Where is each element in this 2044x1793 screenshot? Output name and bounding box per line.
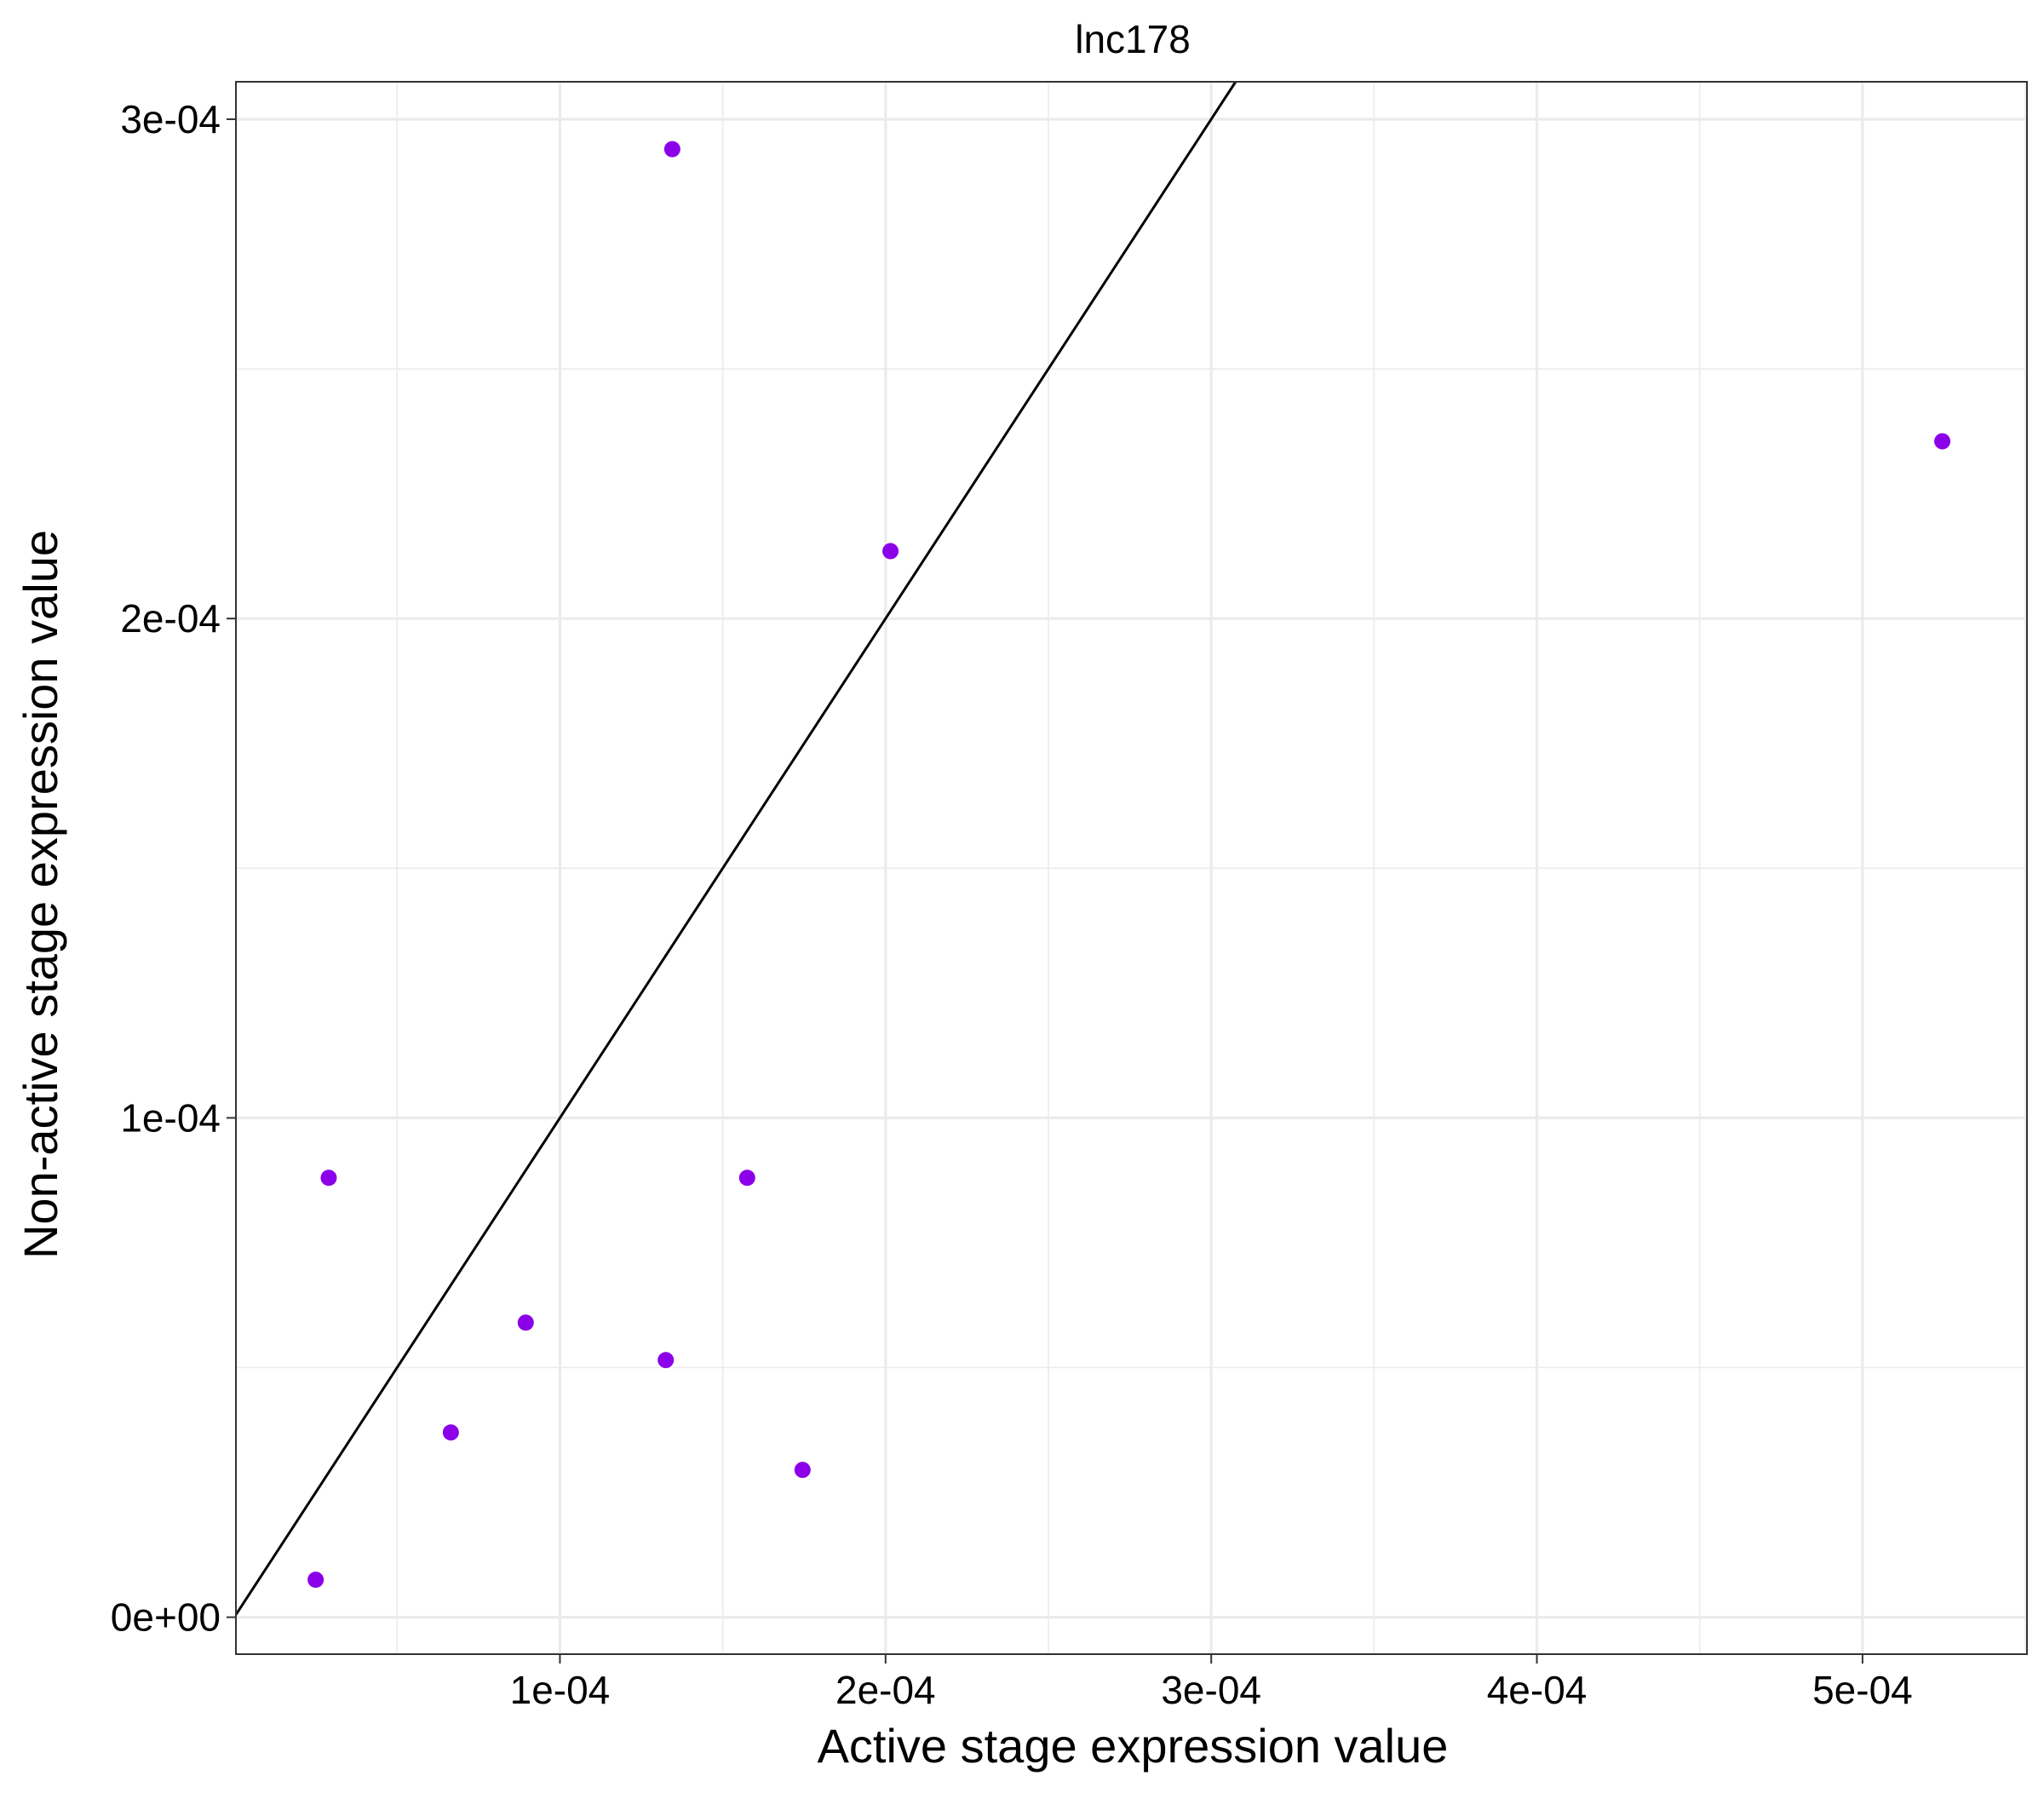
x-tick-label: 5e-04: [1812, 1668, 1913, 1712]
reference-line-group: [234, 81, 1237, 1616]
panel-border: [235, 81, 2028, 1655]
data-point: [320, 1169, 337, 1187]
y-axis: 0e+00 1e-04 2e-04 3e-04: [111, 97, 236, 1640]
y-tick-label: 0e+00: [111, 1595, 221, 1640]
x-tick-label: 2e-04: [835, 1668, 936, 1712]
x-tick-label: 3e-04: [1161, 1668, 1261, 1712]
reference-line: [234, 81, 1237, 1616]
data-point: [738, 1169, 755, 1187]
chart-title: lnc178: [1075, 17, 1191, 61]
data-point: [517, 1314, 534, 1331]
data-point: [663, 141, 680, 158]
x-tick-label: 1e-04: [510, 1668, 611, 1712]
data-point: [442, 1424, 459, 1441]
data-point: [657, 1352, 675, 1369]
y-axis-title: Non-active stage expression value: [14, 530, 67, 1259]
major-gridlines: [236, 82, 2027, 1654]
data-point: [882, 543, 899, 560]
x-tick-label: 4e-04: [1487, 1668, 1588, 1712]
data-point: [1934, 433, 1951, 450]
data-point: [307, 1572, 324, 1589]
y-tick-label: 1e-04: [120, 1095, 221, 1140]
minor-gridlines: [236, 82, 2027, 1654]
y-tick-label: 3e-04: [120, 97, 221, 141]
x-axis-title: Active stage expression value: [818, 1719, 1449, 1773]
x-axis: 1e-04 2e-04 3e-04 4e-04 5e-04: [510, 1654, 1913, 1712]
data-points: [307, 141, 1951, 1589]
data-point: [794, 1462, 811, 1479]
y-tick-label: 2e-04: [120, 596, 221, 641]
